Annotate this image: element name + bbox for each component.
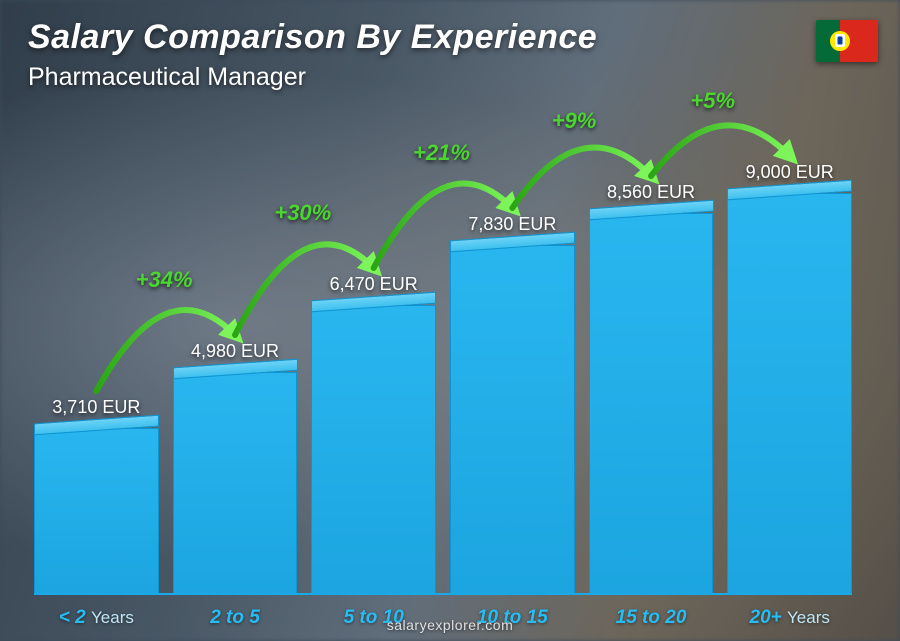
increase-pct-label: +30% <box>274 200 331 226</box>
bar-chart: 3,710 EUR< 2 Years4,980 EUR2 to 56,470 E… <box>34 105 852 595</box>
increase-pct-label: +34% <box>136 267 193 293</box>
bar-value-label: 4,980 EUR <box>191 341 279 362</box>
bar-value-label: 6,470 EUR <box>330 274 418 295</box>
increase-pct-label: +9% <box>552 108 597 134</box>
bar-value-label: 7,830 EUR <box>468 214 556 235</box>
bar-value-label: 9,000 EUR <box>746 162 834 183</box>
header: Salary Comparison By Experience Pharmace… <box>28 18 810 92</box>
bar-column: 9,000 EUR20+ Years <box>727 162 852 593</box>
bar-value-label: 3,710 EUR <box>52 397 140 418</box>
country-flag-icon <box>816 20 878 62</box>
bar-column: 4,980 EUR2 to 5 <box>173 341 298 593</box>
bar <box>311 305 436 593</box>
bar-column: 7,830 EUR10 to 15 <box>450 214 575 593</box>
bar <box>450 245 575 593</box>
page-title: Salary Comparison By Experience <box>28 18 810 57</box>
page-subtitle: Pharmaceutical Manager <box>28 63 810 92</box>
footer-credit: salaryexplorer.com <box>0 617 900 633</box>
bar <box>727 193 852 593</box>
bar-value-label: 8,560 EUR <box>607 182 695 203</box>
increase-pct-label: +21% <box>413 140 470 166</box>
bar-column: 6,470 EUR5 to 10 <box>311 274 436 593</box>
bar <box>34 428 159 593</box>
bar-column: 3,710 EUR< 2 Years <box>34 397 159 593</box>
bar <box>173 372 298 593</box>
bar <box>589 213 714 593</box>
bar-column: 8,560 EUR15 to 20 <box>589 182 714 593</box>
